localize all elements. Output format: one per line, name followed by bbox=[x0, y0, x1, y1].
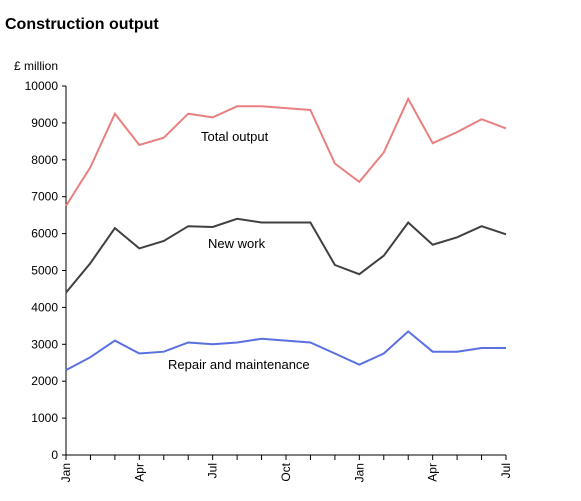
series-label-total-output: Total output bbox=[201, 129, 269, 144]
series-label-new-work: New work bbox=[208, 236, 266, 251]
series-line-repair-and-maintenance bbox=[65, 330, 506, 371]
x-tick-label: Jan bbox=[59, 463, 73, 482]
y-tick-label: 6000 bbox=[31, 227, 58, 241]
series-layer bbox=[65, 96, 507, 371]
series-label-repair-and-maintenance: Repair and maintenance bbox=[168, 357, 310, 372]
x-tick-label: Jul bbox=[206, 463, 220, 478]
x-tick-label: Apr bbox=[426, 463, 440, 482]
y-tick-label: 3000 bbox=[31, 337, 58, 351]
x-tick-label: Jan bbox=[352, 463, 366, 482]
axes: 0 1000 2000 3000 4000 5000 6000 7000 8000 9000 100… bbox=[25, 79, 513, 482]
y-tick-label: 7000 bbox=[31, 190, 58, 204]
x-tick-label: Jul bbox=[499, 463, 513, 478]
series-labels: Total output New work Repair and maintenan… bbox=[168, 129, 310, 372]
y-tick-label: 5000 bbox=[31, 264, 58, 278]
y-tick-label: 0 bbox=[51, 448, 58, 462]
y-axis-unit-label: £ million bbox=[14, 59, 58, 73]
y-tick-label: 4000 bbox=[31, 300, 58, 314]
y-tick-label: 10000 bbox=[25, 79, 59, 93]
series-line-total-output bbox=[65, 96, 507, 207]
y-tick-label: 8000 bbox=[31, 153, 58, 167]
chart-title: Construction output bbox=[5, 16, 159, 33]
x-tick-label: Oct bbox=[279, 462, 293, 481]
x-tick-label: Apr bbox=[132, 463, 146, 482]
y-tick-label: 9000 bbox=[31, 116, 58, 130]
y-tick-label: 2000 bbox=[31, 374, 58, 388]
y-tick-label: 1000 bbox=[31, 411, 58, 425]
series-line-new-work bbox=[65, 217, 507, 294]
